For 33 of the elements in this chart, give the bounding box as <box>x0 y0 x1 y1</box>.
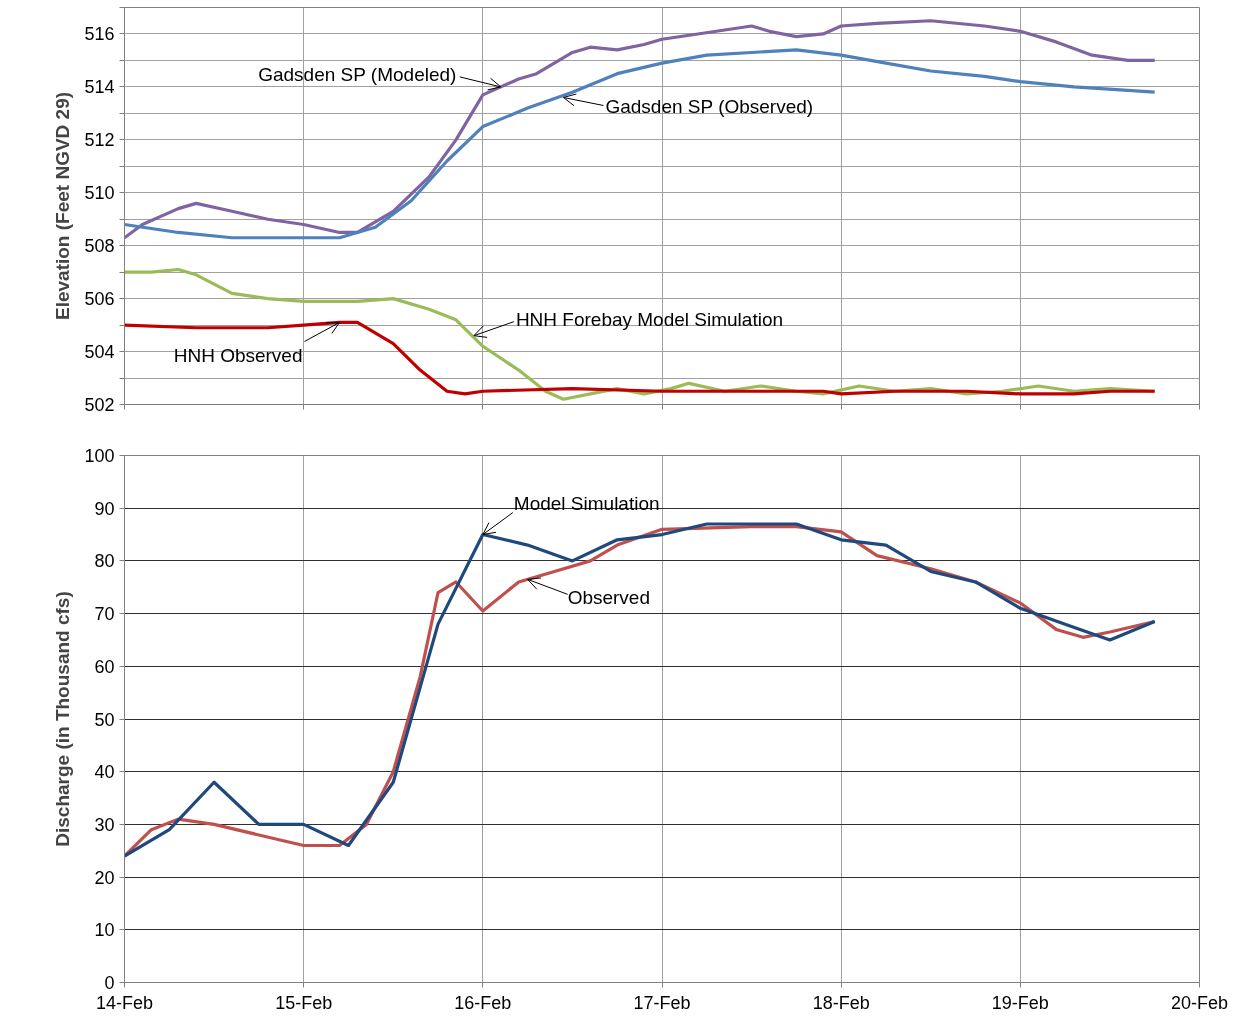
y-tick-label: 30 <box>94 814 115 835</box>
y-tick-label: 514 <box>84 77 115 98</box>
y-tick-label: 10 <box>94 920 115 941</box>
y-tick-label: 40 <box>94 762 115 783</box>
annotation: Gadsden SP (Observed) <box>605 95 814 117</box>
y-tick-label: 0 <box>104 973 115 993</box>
x-tick-label: 17-Feb <box>633 992 691 1013</box>
y-tick-label: 512 <box>84 130 115 151</box>
x-tick-label: 20-Feb <box>1170 992 1229 1013</box>
x-tick-label: 19-Feb <box>991 992 1049 1013</box>
y-tick-label: 50 <box>94 709 115 730</box>
x-tick-label: 15-Feb <box>275 992 333 1013</box>
y-tick-label: 502 <box>84 395 115 415</box>
y-tick-label: 60 <box>94 656 115 677</box>
y-tick-label: 506 <box>84 289 115 310</box>
y-axis-title: Discharge (in Thousand cfs) <box>52 591 74 847</box>
y-axis-title: Elevation (Feet NGVD 29) <box>52 91 74 321</box>
annotation: HNH Forebay Model Simulation <box>515 309 784 331</box>
x-tick-label: 16-Feb <box>454 992 512 1013</box>
annotation: Observed <box>567 586 650 608</box>
x-tick-label: 18-Feb <box>812 992 870 1013</box>
annotation: HNH Observed <box>173 344 303 366</box>
y-tick-label: 504 <box>84 342 115 363</box>
y-tick-label: 20 <box>94 867 115 888</box>
y-tick-label: 80 <box>94 551 115 572</box>
y-tick-label: 516 <box>84 24 115 45</box>
y-tick-label: 70 <box>94 604 115 625</box>
y-tick-label: 90 <box>94 498 115 519</box>
y-tick-label: 508 <box>84 236 115 257</box>
annotation: Gadsden SP (Modeled) <box>258 64 457 86</box>
y-tick-label: 100 <box>84 446 115 466</box>
x-tick-label: 14-Feb <box>95 992 154 1013</box>
y-tick-label: 510 <box>84 183 115 204</box>
